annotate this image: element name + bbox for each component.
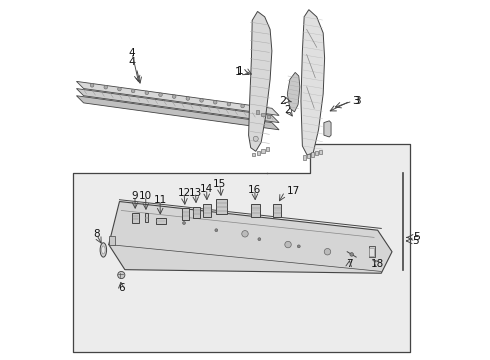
Bar xyxy=(267,115,270,118)
Bar xyxy=(193,207,200,218)
Circle shape xyxy=(214,100,217,104)
Text: 7: 7 xyxy=(345,259,352,269)
Circle shape xyxy=(159,93,162,96)
Text: 14: 14 xyxy=(200,184,213,194)
Bar xyxy=(261,113,265,116)
Polygon shape xyxy=(76,89,279,123)
Circle shape xyxy=(200,99,203,102)
Circle shape xyxy=(186,97,190,100)
Text: 3: 3 xyxy=(354,96,361,106)
Bar xyxy=(273,204,281,217)
Text: 8: 8 xyxy=(93,229,99,239)
Polygon shape xyxy=(76,96,279,130)
Circle shape xyxy=(253,136,258,141)
Circle shape xyxy=(324,248,331,255)
Bar xyxy=(251,204,260,217)
Circle shape xyxy=(90,84,94,87)
Text: 17: 17 xyxy=(287,186,300,197)
Circle shape xyxy=(145,91,148,95)
Bar xyxy=(145,213,148,222)
Circle shape xyxy=(131,89,135,93)
Bar xyxy=(252,153,255,156)
Text: 18: 18 xyxy=(371,259,384,269)
Polygon shape xyxy=(248,12,272,151)
Circle shape xyxy=(118,87,121,91)
Bar xyxy=(303,155,306,159)
Circle shape xyxy=(285,241,291,248)
Text: 16: 16 xyxy=(248,185,261,195)
Bar xyxy=(216,199,227,215)
Text: 3: 3 xyxy=(353,96,360,106)
Bar xyxy=(156,218,166,225)
Bar xyxy=(266,147,270,151)
Ellipse shape xyxy=(101,246,105,254)
Bar xyxy=(319,149,322,154)
Polygon shape xyxy=(109,202,392,273)
Text: 15: 15 xyxy=(213,179,226,189)
Bar xyxy=(369,248,374,256)
Text: 2: 2 xyxy=(279,96,286,106)
Polygon shape xyxy=(76,81,279,116)
Circle shape xyxy=(215,229,218,231)
Bar xyxy=(182,208,190,220)
Circle shape xyxy=(104,85,108,89)
Bar xyxy=(203,204,211,217)
Text: 5: 5 xyxy=(412,236,418,246)
Polygon shape xyxy=(301,10,324,155)
Circle shape xyxy=(242,230,248,237)
Bar xyxy=(256,111,259,114)
Bar xyxy=(262,149,265,153)
Text: 1: 1 xyxy=(234,67,242,77)
Bar xyxy=(132,213,139,223)
Polygon shape xyxy=(287,72,300,112)
Bar xyxy=(257,151,260,154)
Bar xyxy=(315,151,318,155)
Text: 11: 11 xyxy=(153,195,167,205)
Text: 9: 9 xyxy=(132,191,138,201)
Text: 5: 5 xyxy=(413,232,420,242)
Text: 6: 6 xyxy=(118,283,124,293)
Bar xyxy=(311,152,314,157)
Text: 4: 4 xyxy=(129,48,135,58)
Circle shape xyxy=(297,245,300,248)
Polygon shape xyxy=(324,121,331,137)
Circle shape xyxy=(118,271,125,279)
Circle shape xyxy=(350,253,353,256)
Polygon shape xyxy=(73,144,410,352)
Bar xyxy=(109,235,115,244)
Bar xyxy=(368,246,375,257)
Text: 10: 10 xyxy=(139,191,152,201)
Text: 1: 1 xyxy=(237,66,243,76)
Text: 2: 2 xyxy=(285,105,292,115)
Circle shape xyxy=(258,238,261,240)
Ellipse shape xyxy=(100,243,107,257)
Bar xyxy=(307,154,310,158)
Circle shape xyxy=(172,95,176,98)
Circle shape xyxy=(183,222,186,225)
Circle shape xyxy=(241,104,245,108)
Text: 13: 13 xyxy=(189,188,202,198)
Text: 4: 4 xyxy=(128,57,136,67)
Text: 12: 12 xyxy=(177,188,191,198)
Circle shape xyxy=(227,102,231,106)
